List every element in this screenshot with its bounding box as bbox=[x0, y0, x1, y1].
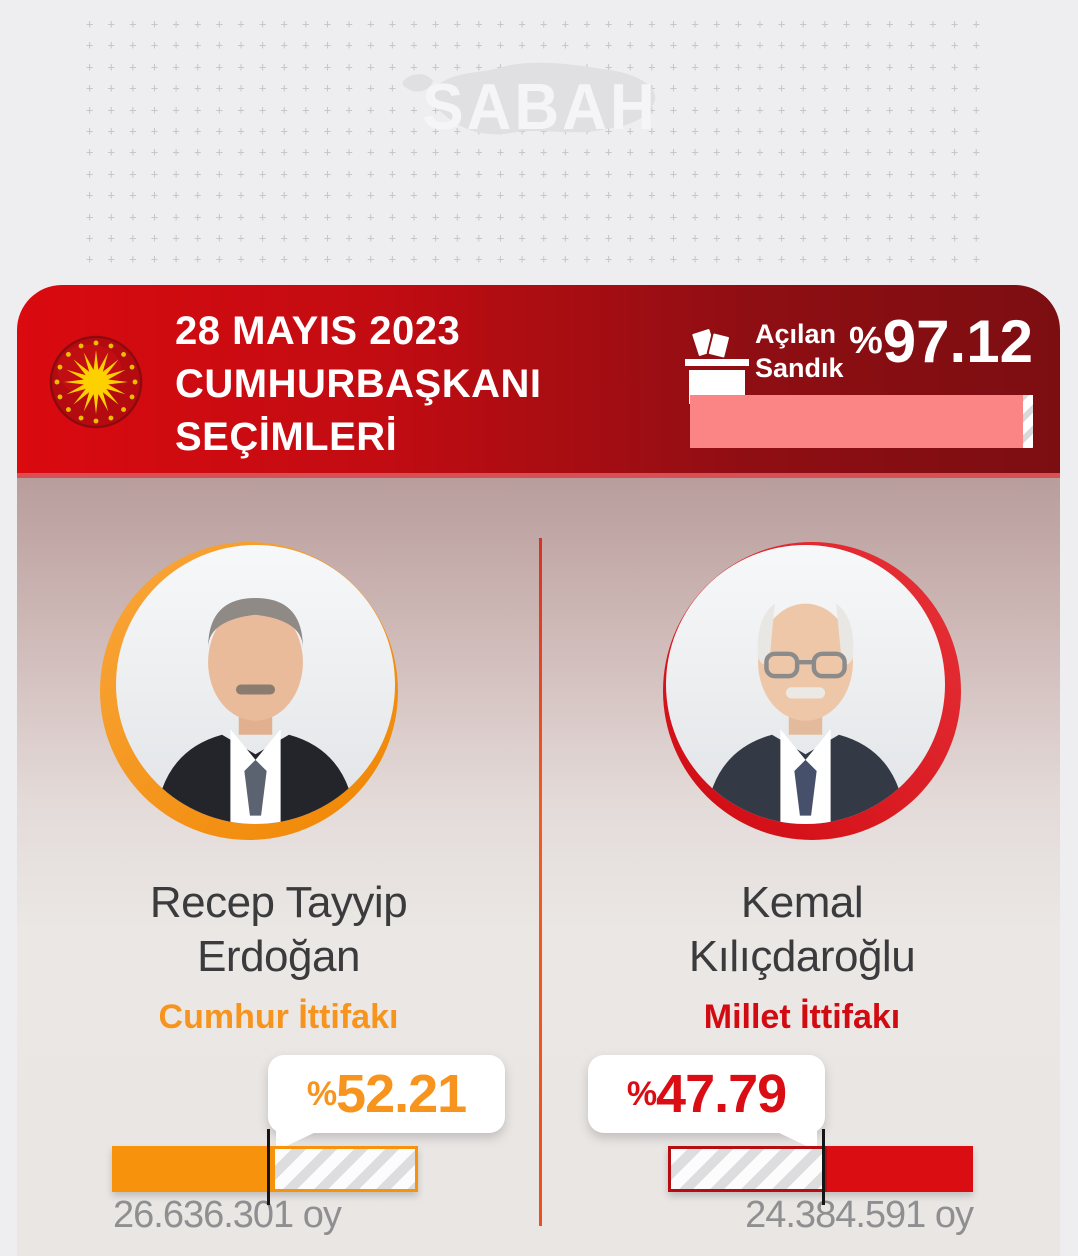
alliance-label-millet: Millet İttifakı bbox=[703, 998, 901, 1036]
threshold-tick bbox=[822, 1129, 825, 1205]
results-panel: Recep Tayyip Erdoğan Cumhur İttifakı %52… bbox=[17, 478, 1060, 1256]
title-line: 28 MAYIS 2023 bbox=[175, 309, 461, 353]
percent-badge-erdogan: %52.21 bbox=[268, 1055, 505, 1151]
header-banner: 28 MAYIS 2023 CUMHURBAŞKANI SEÇİMLERİ Aç… bbox=[17, 285, 1060, 478]
percent-value: 52.21 bbox=[336, 1064, 467, 1124]
candidates-divider bbox=[539, 538, 542, 1226]
percent-symbol: % bbox=[849, 320, 883, 362]
name-line: Kılıçdaroğlu bbox=[688, 932, 916, 981]
opened-ballots-label-line: Açılan bbox=[755, 319, 837, 349]
candidate-name-kilicdaroglu: Kemal Kılıçdaroğlu bbox=[544, 876, 1060, 984]
vote-bar-fill bbox=[112, 1146, 272, 1192]
brand-logo-text: SABAH bbox=[422, 71, 658, 144]
threshold-tick bbox=[267, 1129, 270, 1205]
turkey-map-icon bbox=[402, 62, 656, 135]
vote-bar-fill bbox=[827, 1146, 973, 1192]
opened-ballots-label: Açılan Sandık bbox=[755, 317, 844, 385]
opened-ballots-progressbar bbox=[690, 395, 1033, 448]
person-avatar-icon bbox=[155, 598, 356, 824]
opened-ballots-percent: %97.12 bbox=[849, 307, 1033, 376]
percent-badge-kilicdaroglu: %47.79 bbox=[588, 1055, 825, 1151]
percent-text: %47.79 bbox=[626, 1063, 787, 1125]
percent-symbol: % bbox=[626, 1075, 657, 1113]
name-line: Erdoğan bbox=[197, 932, 360, 981]
presidential-seal-icon bbox=[49, 335, 143, 429]
vote-bar-erdogan bbox=[112, 1146, 418, 1192]
candidate-photo-erdogan bbox=[116, 545, 395, 824]
candidate-photo-ring-erdogan bbox=[100, 542, 398, 840]
candidate-photo-ring-kilicdaroglu bbox=[663, 542, 961, 840]
opened-ballots-label-line: Sandık bbox=[755, 353, 844, 383]
title-line: CUMHURBAŞKANI bbox=[175, 362, 542, 406]
vote-count-kilicdaroglu: 24.384.591 oy bbox=[745, 1194, 974, 1236]
name-line: Kemal bbox=[740, 878, 864, 927]
vote-bar-remainder bbox=[271, 1146, 418, 1192]
percent-text: %52.21 bbox=[306, 1063, 467, 1125]
name-line: Recep Tayyip bbox=[149, 878, 408, 927]
page-title: 28 MAYIS 2023 CUMHURBAŞKANI SEÇİMLERİ bbox=[175, 305, 541, 464]
vote-bar-remainder bbox=[668, 1146, 828, 1192]
candidate-photo-kilicdaroglu bbox=[666, 545, 945, 824]
vote-bar-kilicdaroglu bbox=[668, 1146, 973, 1192]
person-avatar-icon bbox=[705, 603, 906, 824]
vote-count-erdogan: 26.636.301 oy bbox=[113, 1194, 342, 1236]
ballot-box-icon bbox=[685, 327, 749, 404]
candidate-name-erdogan: Recep Tayyip Erdoğan bbox=[17, 876, 540, 984]
percent-value: 47.79 bbox=[656, 1064, 787, 1124]
alliance-label-cumhur: Cumhur İttifakı bbox=[158, 998, 399, 1036]
sabah-watermark: SABAH bbox=[390, 40, 690, 165]
title-line: SEÇİMLERİ bbox=[175, 415, 398, 459]
percent-value: 97.12 bbox=[882, 308, 1033, 375]
percent-symbol: % bbox=[306, 1075, 337, 1113]
opened-ballots-progress-fill bbox=[690, 395, 1024, 448]
